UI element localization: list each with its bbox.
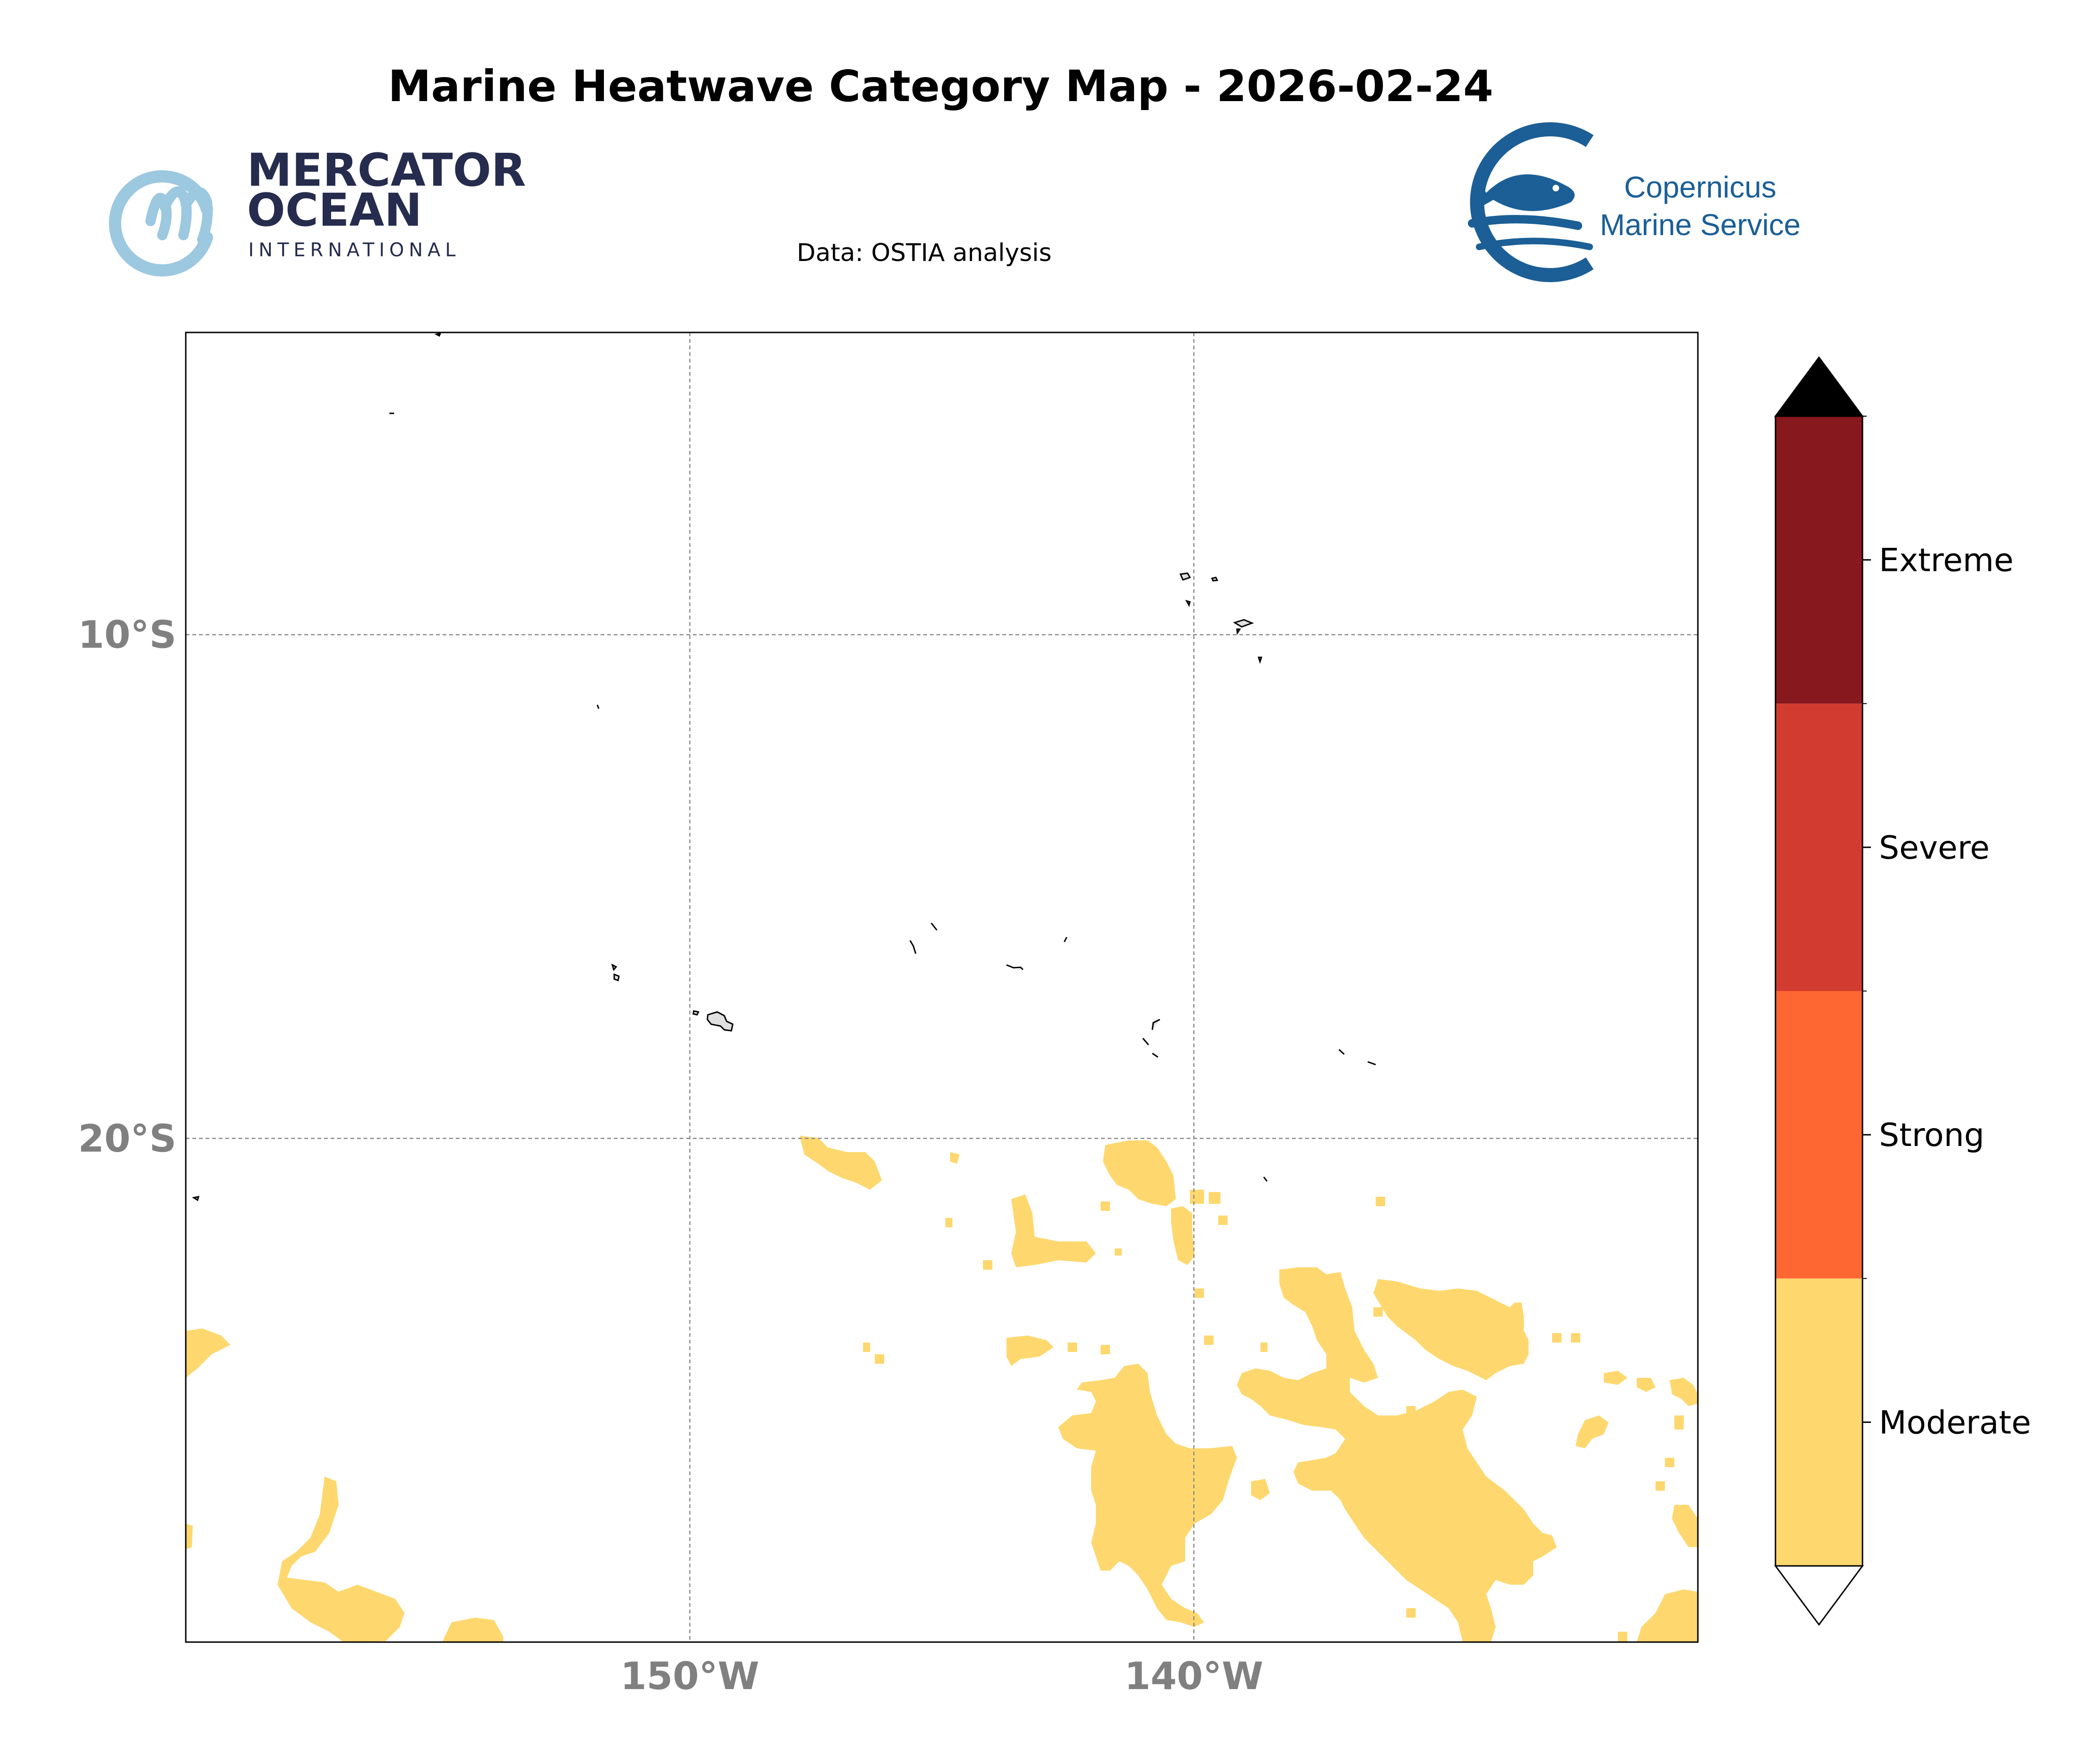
colorbar-extend-min-arrow [1774,1565,1864,1626]
map-axes [185,332,1699,1643]
colorbar-segment-severe [1775,703,1862,991]
island-coastlines [192,332,1376,1201]
copernicus-logo-line1: Copernicus [1624,170,1776,204]
colorbar-label: Moderate [1879,1404,2031,1441]
longitude-tick-label: 140°W [1125,1654,1263,1698]
longitude-tick-label: 150°W [620,1654,759,1698]
heatwave-moderate-regions [186,1136,1698,1642]
latitude-tick-label: 20°S [78,1117,176,1161]
island-outline [434,332,442,337]
island-outline [909,940,917,954]
page-title: Marine Heatwave Category Map - 2026-02-2… [388,61,1493,111]
island-outline [1142,1038,1149,1045]
island-outline [930,923,938,931]
map-frame [185,332,1699,1643]
island-outline [1063,937,1068,942]
island-outline [1211,577,1219,582]
island-outline [1151,1019,1160,1030]
island-outline [1179,572,1191,581]
colorbar-segment-extreme [1775,416,1862,704]
colorbar-label: Extreme [1879,542,2013,579]
category-colorbar: Moderate Strong Severe Extreme [1774,356,2031,1626]
island-outline [596,704,600,709]
island-outline [1152,1052,1158,1058]
mercator-m-icon [109,170,213,277]
copernicus-fish-icon [1468,122,1594,282]
map-axis-labels: 150°W 140°W 10°S 20°S [78,613,1263,1698]
copernicus-marine-logo: Copernicus Marine Service [1468,122,1801,282]
island-outline [1006,964,1024,971]
island-outline [692,1010,700,1016]
mercator-logo-line1: MERCATOR [247,144,526,197]
colorbar-frame [1775,415,1863,1567]
island-outline [1257,656,1263,664]
island-outline [1233,619,1254,628]
map-background [186,332,1698,1642]
latitude-tick-label: 10°S [78,613,176,657]
island-outline [1185,600,1191,607]
colorbar-segment-moderate [1775,1278,1862,1566]
colorbar-label: Severe [1879,830,1989,867]
copernicus-logo-line2: Marine Service [1600,208,1801,242]
island-outline [1236,628,1241,635]
mercator-logo-line2: OCEAN [247,184,422,237]
island-outline [613,973,620,982]
island-outline [1338,1049,1345,1055]
island-outline [611,964,618,972]
data-source-subtitle: Data: OSTIA analysis [797,239,1052,267]
mercator-ocean-logo: MERCATOR OCEAN INTERNATIONAL [109,144,526,277]
mercator-logo-line3: INTERNATIONAL [248,239,460,261]
island-outline [1367,1061,1376,1066]
colorbar-extend-max-arrow [1774,356,1864,417]
island-outline [1263,1177,1268,1182]
island-outline [192,1196,200,1201]
colorbar-segment-strong [1775,991,1862,1279]
map-gridlines [186,332,1698,1642]
island-outline [706,1011,734,1032]
colorbar-label: Strong [1879,1117,1984,1154]
